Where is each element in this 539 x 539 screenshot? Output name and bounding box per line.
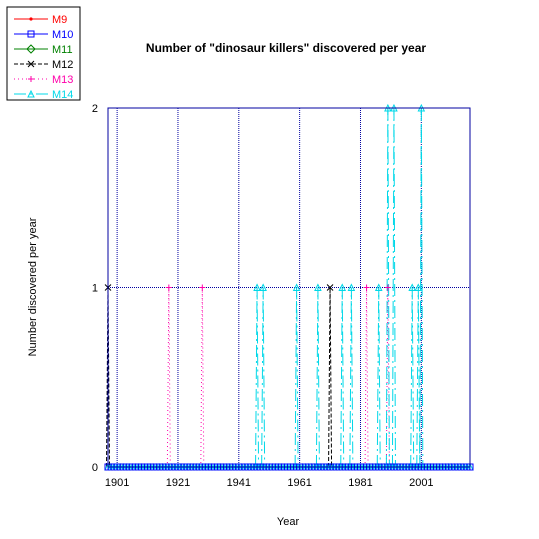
series-line-m14 xyxy=(420,107,424,468)
legend-marker xyxy=(29,17,33,21)
series-line-m14 xyxy=(378,287,381,468)
data-point-m14 xyxy=(408,283,417,291)
legend-marker xyxy=(27,89,35,98)
x-tick-label: 1941 xyxy=(227,477,251,489)
x-tick-labels: 1901 1921 1941 1961 1981 2001 xyxy=(105,477,434,489)
data-point-m14 xyxy=(374,283,383,291)
data-point-m14 xyxy=(347,283,356,291)
data-point-m14 xyxy=(414,283,423,291)
series-line-m14 xyxy=(296,287,299,468)
legend-box xyxy=(6,6,81,101)
legend-label: M9 xyxy=(52,14,67,26)
data-point-m13 xyxy=(165,284,172,291)
series-line-m14 xyxy=(341,287,345,468)
legend-item-m9: M9 xyxy=(14,14,67,26)
series-line-m13 xyxy=(166,287,170,468)
chart-title: Number of "dinosaur killers" discovered … xyxy=(146,41,426,55)
y-axis-label: Number discovered per year xyxy=(27,217,39,356)
legend-label: M14 xyxy=(52,89,73,101)
legend-item-m13: M13 xyxy=(14,74,73,86)
legend-marker xyxy=(27,60,35,68)
legend-marker xyxy=(28,76,34,82)
y-tick-label: 1 xyxy=(92,283,98,295)
data-point-m13 xyxy=(363,284,370,291)
series-line-m13 xyxy=(364,287,368,468)
data-point-m14 xyxy=(338,283,347,291)
x-tick-label: 1961 xyxy=(287,477,311,489)
data-point-m13 xyxy=(384,284,391,291)
x-axis-label: Year xyxy=(277,516,300,528)
legend: M9 M10 M11 M12 M13 M14 xyxy=(6,6,81,101)
y-tick-label: 2 xyxy=(92,103,98,115)
grid xyxy=(108,107,470,468)
data-point-m12 xyxy=(326,284,334,291)
data-point-m14 xyxy=(292,283,301,291)
data-point-m14 xyxy=(314,283,322,291)
x-tick-label: 2001 xyxy=(409,477,433,489)
legend-label: M12 xyxy=(52,59,73,71)
series-line-m14 xyxy=(419,107,422,468)
legend-label: M10 xyxy=(52,29,73,41)
series-line-m14 xyxy=(256,287,260,468)
series-line-m14 xyxy=(317,287,320,468)
y-tick-label: 0 xyxy=(92,462,98,474)
y-tick-labels: 0 1 2 xyxy=(92,103,98,474)
legend-marker xyxy=(26,44,36,54)
series-line-m14 xyxy=(411,287,415,468)
legend-label: M13 xyxy=(52,74,73,86)
x-tick-label: 1921 xyxy=(166,477,190,489)
plot-frame xyxy=(107,107,471,468)
legend-label: M11 xyxy=(52,44,73,56)
x-tick-label: 1981 xyxy=(348,477,372,489)
series-line-m13 xyxy=(200,287,203,468)
series-line-m14 xyxy=(350,287,354,468)
series-line-m14 xyxy=(393,107,396,468)
series-line-m12 xyxy=(329,287,333,468)
series-line-m14 xyxy=(391,107,395,468)
data-point-m14 xyxy=(253,283,261,291)
data-point-m13 xyxy=(199,284,206,291)
legend-item-m12: M12 xyxy=(14,59,73,71)
legend-item-m10: M10 xyxy=(14,29,73,41)
legend-marker xyxy=(27,30,35,38)
data-point-m14 xyxy=(259,283,267,291)
legend-item-m14: M14 xyxy=(14,89,73,101)
x-tick-label: 1901 xyxy=(105,477,129,489)
legend-item-m11: M11 xyxy=(14,44,73,56)
series-line-m14 xyxy=(262,287,266,468)
